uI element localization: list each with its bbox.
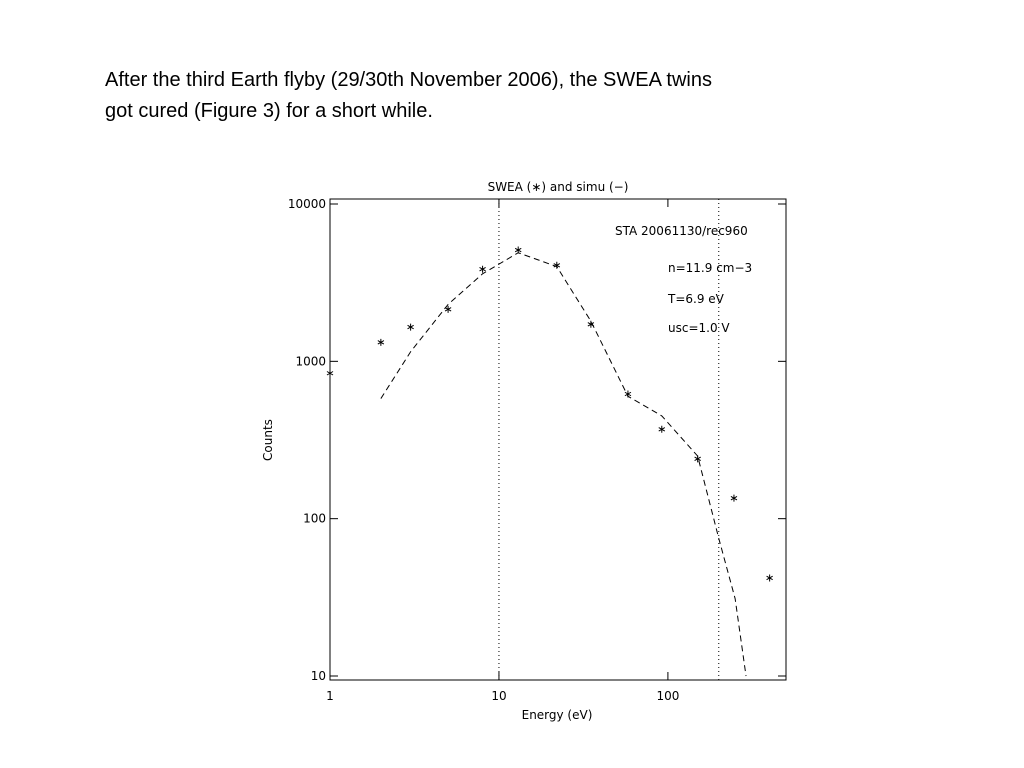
body-text: got cured (Figure 3) for a short while.	[105, 100, 433, 122]
y-tick-label: 10	[311, 669, 326, 683]
annotation: STA 20061130/rec960	[615, 224, 748, 238]
plot-frame	[329, 198, 787, 681]
data-point	[479, 265, 486, 273]
y-tick-label: 100	[303, 512, 326, 526]
data-point	[658, 425, 666, 433]
data-point	[766, 574, 773, 582]
data-point	[553, 261, 561, 269]
y-tick-label: 10000	[288, 197, 326, 211]
chart-title: SWEA (∗) and simu (−)	[488, 180, 629, 194]
annotation: usc=1.0 V	[668, 321, 730, 335]
data-point	[730, 494, 738, 502]
data-point	[587, 320, 595, 328]
data-point	[444, 305, 452, 313]
annotation: n=11.9 cm−3	[668, 261, 752, 275]
x-tick-label: 100	[656, 689, 679, 703]
data-line	[380, 252, 747, 677]
annotation: T=6.9 eV	[667, 292, 725, 306]
data-point	[407, 323, 414, 331]
data-point	[377, 338, 385, 346]
x-tick-label: 1	[326, 689, 334, 703]
y-tick-label: 1000	[295, 354, 326, 368]
data-point	[326, 369, 334, 377]
x-axis-label: Energy (eV)	[522, 708, 593, 722]
x-tick-label: 10	[491, 689, 506, 703]
y-axis-label: Counts	[261, 419, 275, 461]
body-text: After the third Earth flyby (29/30th Nov…	[105, 69, 712, 91]
